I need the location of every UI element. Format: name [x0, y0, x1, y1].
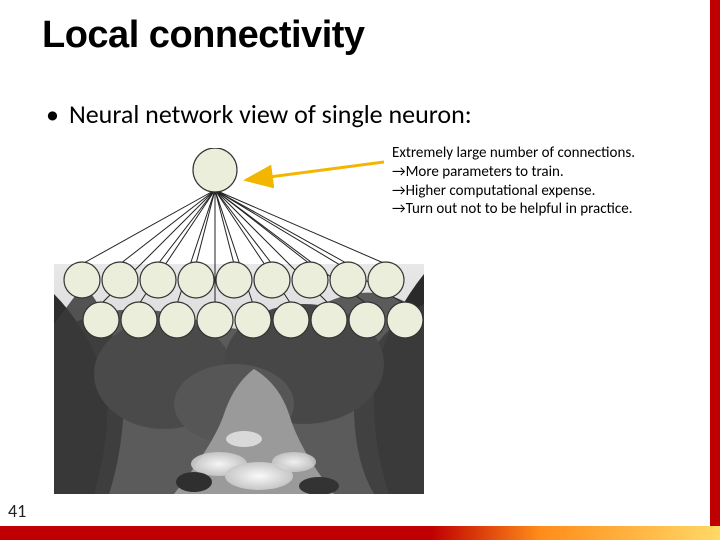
bullet-line: • Neural network view of single neuron:	[46, 98, 472, 130]
diagram-svg	[60, 148, 430, 358]
accent-bar-bottom	[0, 526, 720, 540]
bullet-marker: •	[46, 98, 59, 130]
page-number: 41	[8, 500, 26, 522]
bullet-text: Neural network view of single neuron:	[69, 98, 472, 130]
slide: 41 Local connectivity • Neural network vi…	[0, 0, 720, 540]
slide-title: Local connectivity	[42, 14, 365, 57]
accent-bar-right	[710, 0, 720, 540]
neuron-diagram	[60, 148, 430, 358]
